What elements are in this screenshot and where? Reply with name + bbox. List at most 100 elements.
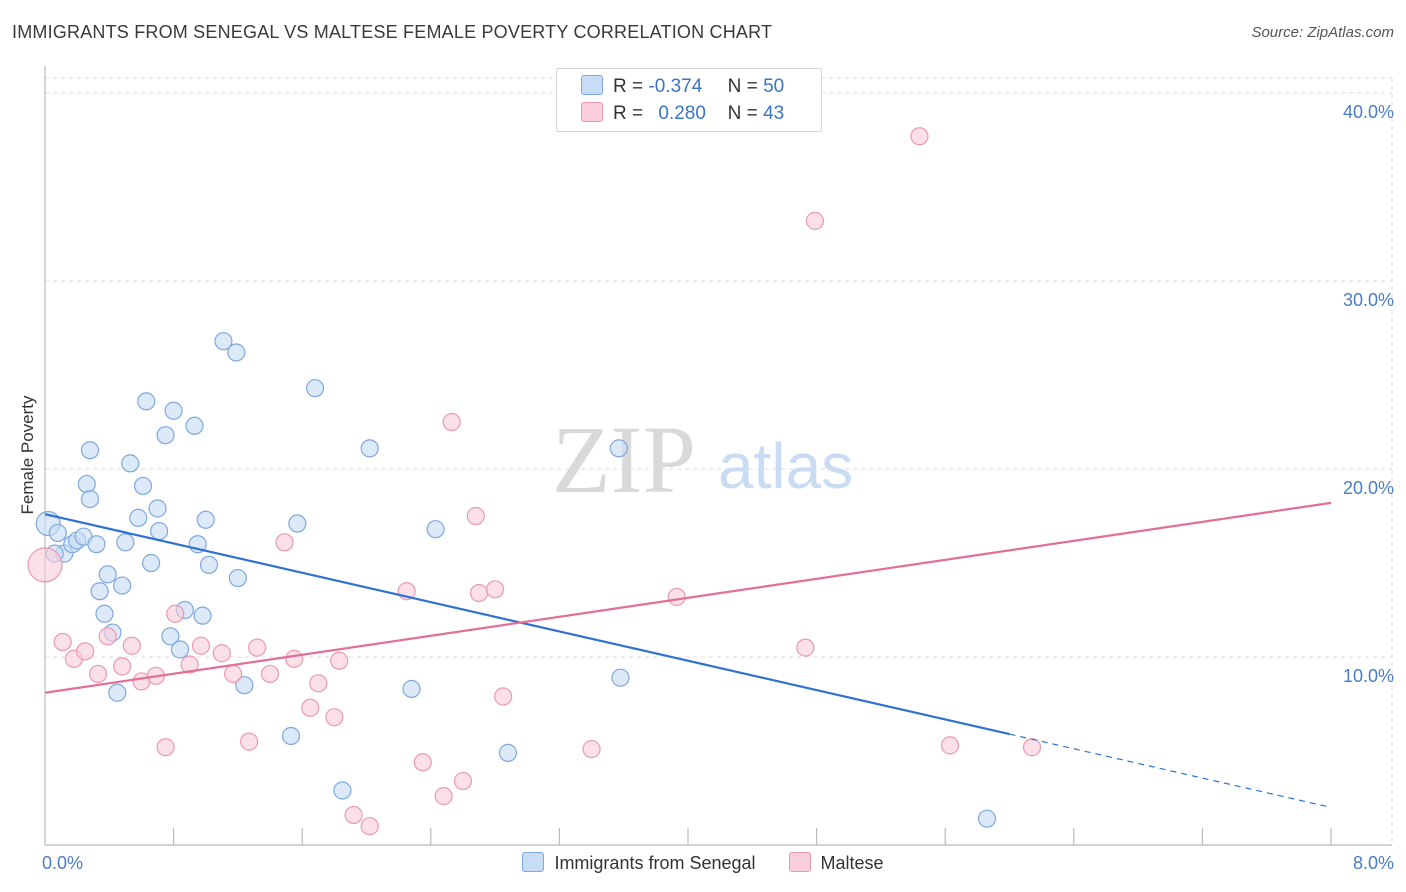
maltese-point (667, 587, 686, 606)
senegal-point (214, 332, 233, 351)
series-senegal-points (35, 332, 997, 828)
senegal-point (333, 781, 352, 800)
senegal-point (611, 668, 630, 687)
tick-labels: 10.0% 20.0% 30.0% 40.0% 0.0% 8.0% (42, 102, 1394, 873)
senegal-point (193, 606, 212, 625)
legend-row-senegal: R = -0.374 N = 50 (581, 75, 784, 99)
watermark: ZIP atlas (552, 406, 853, 513)
senegal-point (170, 640, 190, 659)
legend-label-senegal: Immigrants from Senegal (554, 853, 756, 873)
maltese-point (330, 651, 349, 670)
maltese-point (301, 698, 320, 717)
maltese-point (940, 736, 960, 755)
maltese-point (98, 627, 117, 646)
watermark-atlas: atlas (718, 430, 853, 502)
legend-swatch-maltese (788, 852, 811, 872)
senegal-point (977, 809, 997, 828)
maltese-point (212, 644, 231, 663)
maltese-point (805, 211, 825, 230)
senegal-point (150, 521, 169, 541)
maltese-point (260, 664, 280, 684)
legend-r-value-senegal: -0.374 (648, 76, 703, 97)
senegal-point (148, 499, 167, 518)
senegal-point (288, 514, 307, 533)
senegal-point (228, 568, 247, 588)
senegal-point (196, 510, 215, 529)
senegal-point (426, 520, 445, 539)
legend-row-maltese: R = 0.280 N = 43 (581, 102, 784, 126)
maltese-point (796, 638, 815, 657)
maltese-point (494, 687, 513, 706)
correlation-legend: R = -0.374 N = 50 R = 0.280 N = 43 (556, 68, 822, 132)
legend-swatch-senegal (581, 75, 603, 95)
senegal-point (305, 379, 325, 398)
legend-r-label: R = (613, 103, 644, 124)
maltese-point (469, 583, 489, 603)
x-tick-label-min: 0.0% (42, 853, 83, 873)
watermark-zip: ZIP (552, 406, 696, 513)
senegal-point (108, 683, 127, 702)
x-tick-label-max: 8.0% (1353, 853, 1394, 873)
senegal-point (281, 726, 301, 746)
maltese-point (76, 642, 95, 661)
senegal-point (121, 454, 140, 473)
maltese-point (582, 740, 601, 759)
legend-r-label: R = (613, 76, 644, 97)
maltese-point (113, 657, 132, 676)
senegal-point (402, 679, 421, 699)
legend-swatch-senegal (522, 852, 545, 872)
senegal-point (98, 565, 117, 584)
maltese-point (156, 738, 175, 757)
maltese-point (486, 580, 505, 599)
series-legend: Immigrants from Senegal Maltese (0, 852, 1406, 876)
senegal-point (137, 392, 156, 411)
maltese-point (180, 655, 199, 674)
legend-item-senegal[interactable]: Immigrants from Senegal (522, 852, 756, 874)
senegal-point (90, 582, 109, 601)
senegal-point (116, 533, 135, 552)
legend-n-value-maltese: 43 (763, 103, 785, 124)
senegal-point (77, 474, 96, 494)
senegal-point (141, 553, 161, 573)
maltese-point (285, 649, 304, 668)
senegal-point (80, 441, 100, 460)
legend-item-maltese[interactable]: Maltese (788, 852, 884, 874)
maltese-point (240, 732, 259, 751)
senegal-point (360, 439, 379, 458)
legend-swatch-maltese (581, 102, 603, 122)
y-tick-label: 10.0% (1343, 666, 1394, 686)
maltese-point (27, 547, 63, 583)
maltese-point (1022, 738, 1042, 757)
senegal-point (87, 535, 106, 554)
maltese-point (910, 127, 929, 146)
senegal-point (129, 508, 148, 527)
legend-n-label: N = (727, 76, 758, 97)
maltese-point (413, 753, 432, 772)
series-maltese-points (27, 127, 1042, 836)
senegal-point (80, 489, 100, 509)
maltese-point (442, 412, 461, 432)
maltese-point (434, 787, 453, 806)
legend-n-label: N = (727, 103, 758, 124)
maltese-point (223, 664, 243, 684)
maltese-point (191, 636, 211, 655)
legend-label-maltese: Maltese (820, 853, 884, 873)
axes-layer (44, 66, 1392, 846)
maltese-point (53, 632, 72, 652)
senegal-trend-extension (1009, 733, 1332, 808)
senegal-point (161, 627, 180, 646)
maltese-point (453, 771, 473, 791)
senegal-point (164, 401, 183, 420)
maltese-point (248, 638, 267, 657)
senegal-point (199, 555, 219, 574)
senegal-point (498, 743, 518, 762)
maltese-point (166, 604, 185, 623)
y-axis-title: Female Poverty (18, 395, 37, 515)
maltese-point (309, 674, 328, 693)
source-credit: Source: ZipAtlas.com (1251, 24, 1394, 41)
maltese-point (466, 506, 485, 526)
senegal-point (156, 426, 175, 445)
y-tick-label: 40.0% (1343, 102, 1394, 122)
maltese-point (122, 636, 141, 655)
